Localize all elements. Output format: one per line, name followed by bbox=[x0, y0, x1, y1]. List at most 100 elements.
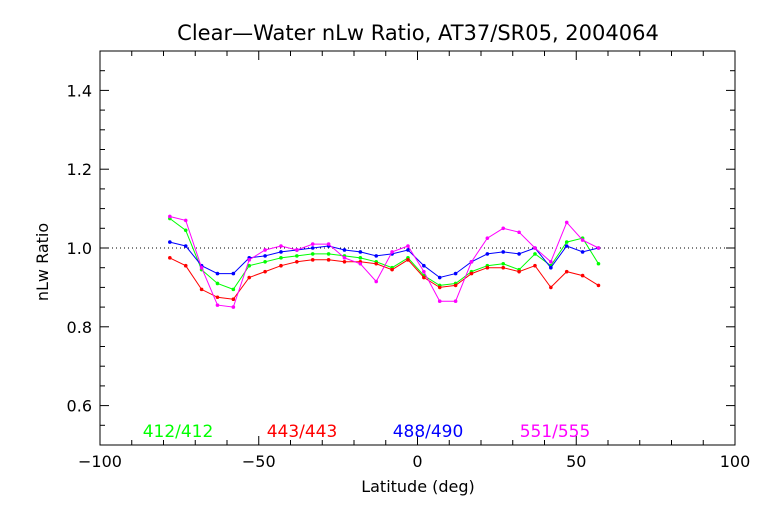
data-point bbox=[453, 299, 458, 303]
ticks-group bbox=[99, 50, 736, 446]
data-point bbox=[501, 261, 506, 266]
data-point bbox=[247, 275, 252, 280]
data-point bbox=[183, 263, 188, 268]
series-4 bbox=[168, 214, 601, 309]
data-point bbox=[231, 305, 236, 309]
data-point bbox=[295, 254, 299, 258]
series-line bbox=[169, 241, 599, 279]
data-point bbox=[406, 258, 410, 262]
data-point bbox=[580, 273, 585, 278]
data-point bbox=[374, 279, 379, 284]
data-point bbox=[422, 275, 426, 280]
data-point bbox=[279, 263, 283, 268]
legend: 412/412 443/443 488/490 551/555 bbox=[143, 422, 591, 442]
data-point bbox=[231, 297, 236, 302]
data-point bbox=[485, 265, 490, 270]
data-point bbox=[310, 252, 315, 256]
data-point bbox=[183, 218, 188, 223]
data-point bbox=[485, 236, 490, 240]
tick-labels-group: −100 −50 0 50 100 0.6 0.8 1.0 1.2 1.4 bbox=[67, 81, 751, 471]
x-tick-label: 100 bbox=[720, 452, 751, 471]
data-point bbox=[310, 258, 315, 262]
data-point bbox=[310, 246, 315, 250]
data-point bbox=[199, 265, 204, 270]
data-point bbox=[422, 263, 426, 268]
data-point bbox=[279, 244, 283, 248]
y-tick-label: 1.4 bbox=[67, 81, 92, 100]
data-point bbox=[533, 263, 537, 268]
data-point bbox=[549, 285, 553, 290]
data-point bbox=[279, 256, 283, 260]
data-point bbox=[469, 271, 474, 276]
data-point bbox=[247, 263, 252, 268]
data-point bbox=[358, 261, 363, 266]
data-point bbox=[533, 252, 537, 256]
series-group bbox=[168, 214, 601, 309]
x-tick-label: −50 bbox=[242, 452, 276, 471]
data-point bbox=[453, 283, 458, 288]
data-point bbox=[596, 261, 601, 266]
data-point bbox=[564, 244, 569, 248]
series-line bbox=[169, 218, 599, 291]
data-point bbox=[183, 228, 188, 233]
y-tick-label: 1.2 bbox=[67, 160, 92, 179]
data-point bbox=[263, 259, 267, 264]
data-point bbox=[406, 244, 410, 248]
data-point bbox=[517, 252, 521, 256]
chart-title: Clear—Water nLw Ratio, AT37/SR05, 200406… bbox=[177, 21, 659, 45]
data-point bbox=[310, 242, 315, 246]
legend-label: 488/490 bbox=[393, 422, 464, 442]
data-point bbox=[295, 248, 299, 252]
data-point bbox=[168, 256, 172, 260]
y-tick-label: 1.0 bbox=[67, 239, 92, 258]
data-point bbox=[390, 250, 394, 254]
y-tick-label: 0.6 bbox=[67, 397, 92, 416]
data-point bbox=[501, 226, 506, 231]
data-point bbox=[231, 287, 236, 292]
data-point bbox=[358, 256, 363, 260]
data-point bbox=[437, 275, 442, 280]
data-point bbox=[215, 295, 220, 300]
data-point bbox=[390, 267, 394, 272]
series-line bbox=[169, 257, 599, 300]
data-point bbox=[580, 238, 585, 242]
data-point bbox=[422, 269, 426, 274]
y-tick-label: 0.8 bbox=[67, 318, 92, 337]
x-tick-label: 0 bbox=[412, 452, 422, 471]
data-point bbox=[295, 259, 299, 264]
data-point bbox=[326, 242, 331, 246]
data-point bbox=[564, 240, 569, 244]
legend-label: 443/443 bbox=[267, 422, 338, 442]
data-point bbox=[549, 259, 553, 264]
data-point bbox=[485, 252, 490, 256]
data-point bbox=[231, 271, 236, 276]
series-line bbox=[169, 216, 599, 308]
data-point bbox=[199, 287, 204, 292]
data-point bbox=[564, 220, 569, 225]
data-point bbox=[564, 269, 569, 274]
data-point bbox=[263, 248, 267, 252]
data-point bbox=[168, 214, 172, 219]
legend-label: 551/555 bbox=[520, 422, 591, 442]
series-2 bbox=[168, 256, 601, 302]
x-axis-label: Latitude (deg) bbox=[361, 477, 475, 496]
data-point bbox=[326, 258, 331, 262]
data-point bbox=[215, 281, 220, 286]
data-point bbox=[501, 250, 506, 254]
data-point bbox=[279, 250, 283, 254]
data-point bbox=[358, 250, 363, 254]
data-point bbox=[326, 252, 331, 256]
data-point bbox=[215, 303, 220, 307]
data-point bbox=[374, 254, 379, 258]
data-point bbox=[342, 256, 347, 260]
data-point bbox=[453, 271, 458, 276]
series-1 bbox=[168, 216, 601, 292]
data-point bbox=[263, 254, 267, 258]
data-point bbox=[533, 246, 537, 250]
data-point bbox=[263, 269, 267, 274]
x-tick-label: 50 bbox=[566, 452, 586, 471]
data-point bbox=[549, 265, 553, 270]
data-point bbox=[342, 259, 347, 264]
data-point bbox=[517, 230, 521, 235]
